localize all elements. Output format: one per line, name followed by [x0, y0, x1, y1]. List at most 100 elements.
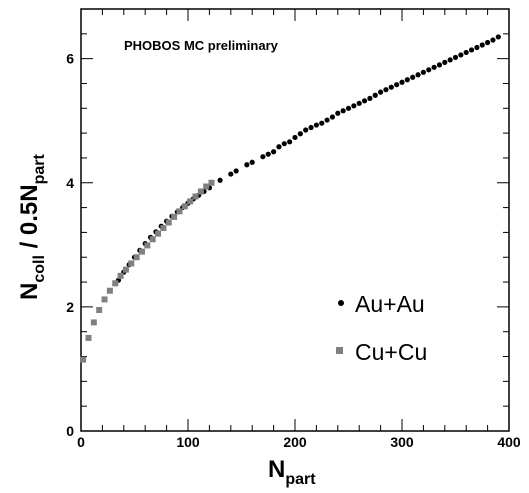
data-point-au-au [372, 92, 378, 98]
data-points [80, 34, 501, 363]
x-tick-label: 0 [77, 434, 85, 450]
x-tick-label: 200 [283, 434, 307, 450]
data-point-cu-cu [187, 198, 194, 205]
y-tick-label: 0 [66, 423, 74, 439]
data-point-au-au [319, 120, 325, 126]
x-tick-label: 300 [390, 434, 414, 450]
data-point-au-au [276, 144, 282, 150]
data-point-au-au [265, 151, 271, 157]
data-point-au-au [345, 105, 352, 111]
tick-labels: 0 100 200 300 400 0 2 4 6 [66, 51, 521, 450]
x-axis-title-main: N [268, 456, 285, 483]
data-point-cu-cu [181, 203, 188, 210]
data-point-cu-cu [171, 213, 178, 220]
x-tick-label: 100 [176, 434, 200, 450]
data-point-cu-cu [144, 242, 151, 249]
data-point-cu-cu [165, 219, 172, 226]
data-point-cu-cu [203, 183, 210, 190]
data-point-cu-cu [90, 319, 97, 326]
data-point-au-au [394, 82, 400, 88]
x-tick-label: 400 [497, 434, 521, 450]
data-point-au-au [383, 87, 389, 93]
data-point-au-au [351, 103, 357, 109]
data-point-au-au [297, 131, 303, 137]
data-point-cu-cu [122, 266, 129, 273]
data-point-cu-cu [112, 280, 119, 287]
data-point-au-au [426, 67, 432, 73]
data-point-au-au [442, 59, 448, 65]
data-point-cu-cu [85, 334, 92, 341]
data-point-au-au [361, 98, 368, 104]
plot-frame [80, 8, 510, 432]
y-axis-title-main2: / 0.5N [16, 184, 43, 255]
data-point-cu-cu [192, 193, 199, 200]
data-point-cu-cu [176, 208, 183, 215]
x-axis-title: Npart [268, 456, 316, 488]
data-point-au-au [356, 100, 362, 106]
data-point-au-au [233, 168, 239, 174]
data-point-cu-cu [149, 236, 156, 243]
data-point-au-au [468, 47, 475, 53]
data-point-au-au [324, 117, 330, 123]
data-point-au-au [388, 84, 394, 90]
data-point-au-au [479, 42, 485, 48]
data-point-cu-cu [101, 296, 108, 303]
data-point-cu-cu [155, 230, 162, 237]
data-point-au-au [458, 52, 464, 58]
y-axis-title-sub1: coll [31, 255, 48, 283]
data-point-au-au [313, 122, 319, 128]
y-tick-label: 6 [66, 51, 74, 67]
data-point-au-au [244, 162, 250, 168]
data-point-au-au [490, 37, 496, 43]
y-tick-label: 2 [66, 299, 74, 315]
chart-annotation: PHOBOS MC preliminary [124, 38, 279, 53]
data-point-au-au [367, 95, 373, 101]
data-point-cu-cu [197, 188, 204, 195]
data-point-au-au [378, 89, 384, 95]
data-point-cu-cu [117, 272, 124, 279]
data-point-au-au [463, 49, 469, 56]
y-tick-label: 4 [66, 175, 74, 191]
data-point-au-au [228, 171, 234, 177]
data-point-au-au [308, 124, 314, 131]
legend-marker-cu-cu [336, 347, 343, 354]
y-axis-title-sub2: part [31, 153, 48, 184]
data-point-au-au [335, 110, 341, 116]
data-point-au-au [260, 154, 266, 160]
data-point-au-au [452, 54, 459, 61]
data-point-au-au [436, 62, 443, 68]
legend-label-au-au: Au+Au [355, 291, 425, 317]
data-point-au-au [271, 149, 277, 155]
legend-label-cu-cu: Cu+Cu [355, 339, 427, 365]
legend: Au+Au Cu+Cu [336, 291, 427, 365]
data-point-cu-cu [133, 254, 140, 261]
y-axis-title-main1: N [16, 283, 43, 300]
data-point-au-au [249, 159, 255, 165]
data-point-cu-cu [80, 356, 87, 363]
legend-marker-au-au [338, 300, 344, 306]
data-point-cu-cu [160, 225, 167, 232]
y-axis-title: Ncoll / 0.5Npart [16, 153, 48, 300]
data-point-cu-cu [208, 179, 215, 186]
x-axis-title-sub: part [285, 471, 316, 488]
data-point-au-au [292, 134, 298, 141]
data-point-cu-cu [96, 306, 103, 313]
data-point-au-au [287, 139, 293, 145]
data-point-au-au [281, 141, 287, 147]
data-point-au-au [420, 69, 426, 75]
data-point-au-au [399, 79, 405, 85]
data-point-au-au [431, 64, 437, 70]
data-point-au-au [410, 74, 416, 80]
data-point-cu-cu [128, 260, 135, 267]
data-point-au-au [340, 108, 346, 114]
data-point-au-au [217, 177, 223, 183]
data-point-au-au [495, 34, 501, 40]
data-point-cu-cu [106, 287, 113, 294]
data-point-au-au [447, 57, 453, 63]
data-point-au-au [404, 77, 410, 83]
data-point-au-au [485, 39, 491, 46]
data-point-au-au [303, 127, 309, 133]
ticks [80, 8, 510, 432]
data-point-au-au [474, 44, 480, 51]
